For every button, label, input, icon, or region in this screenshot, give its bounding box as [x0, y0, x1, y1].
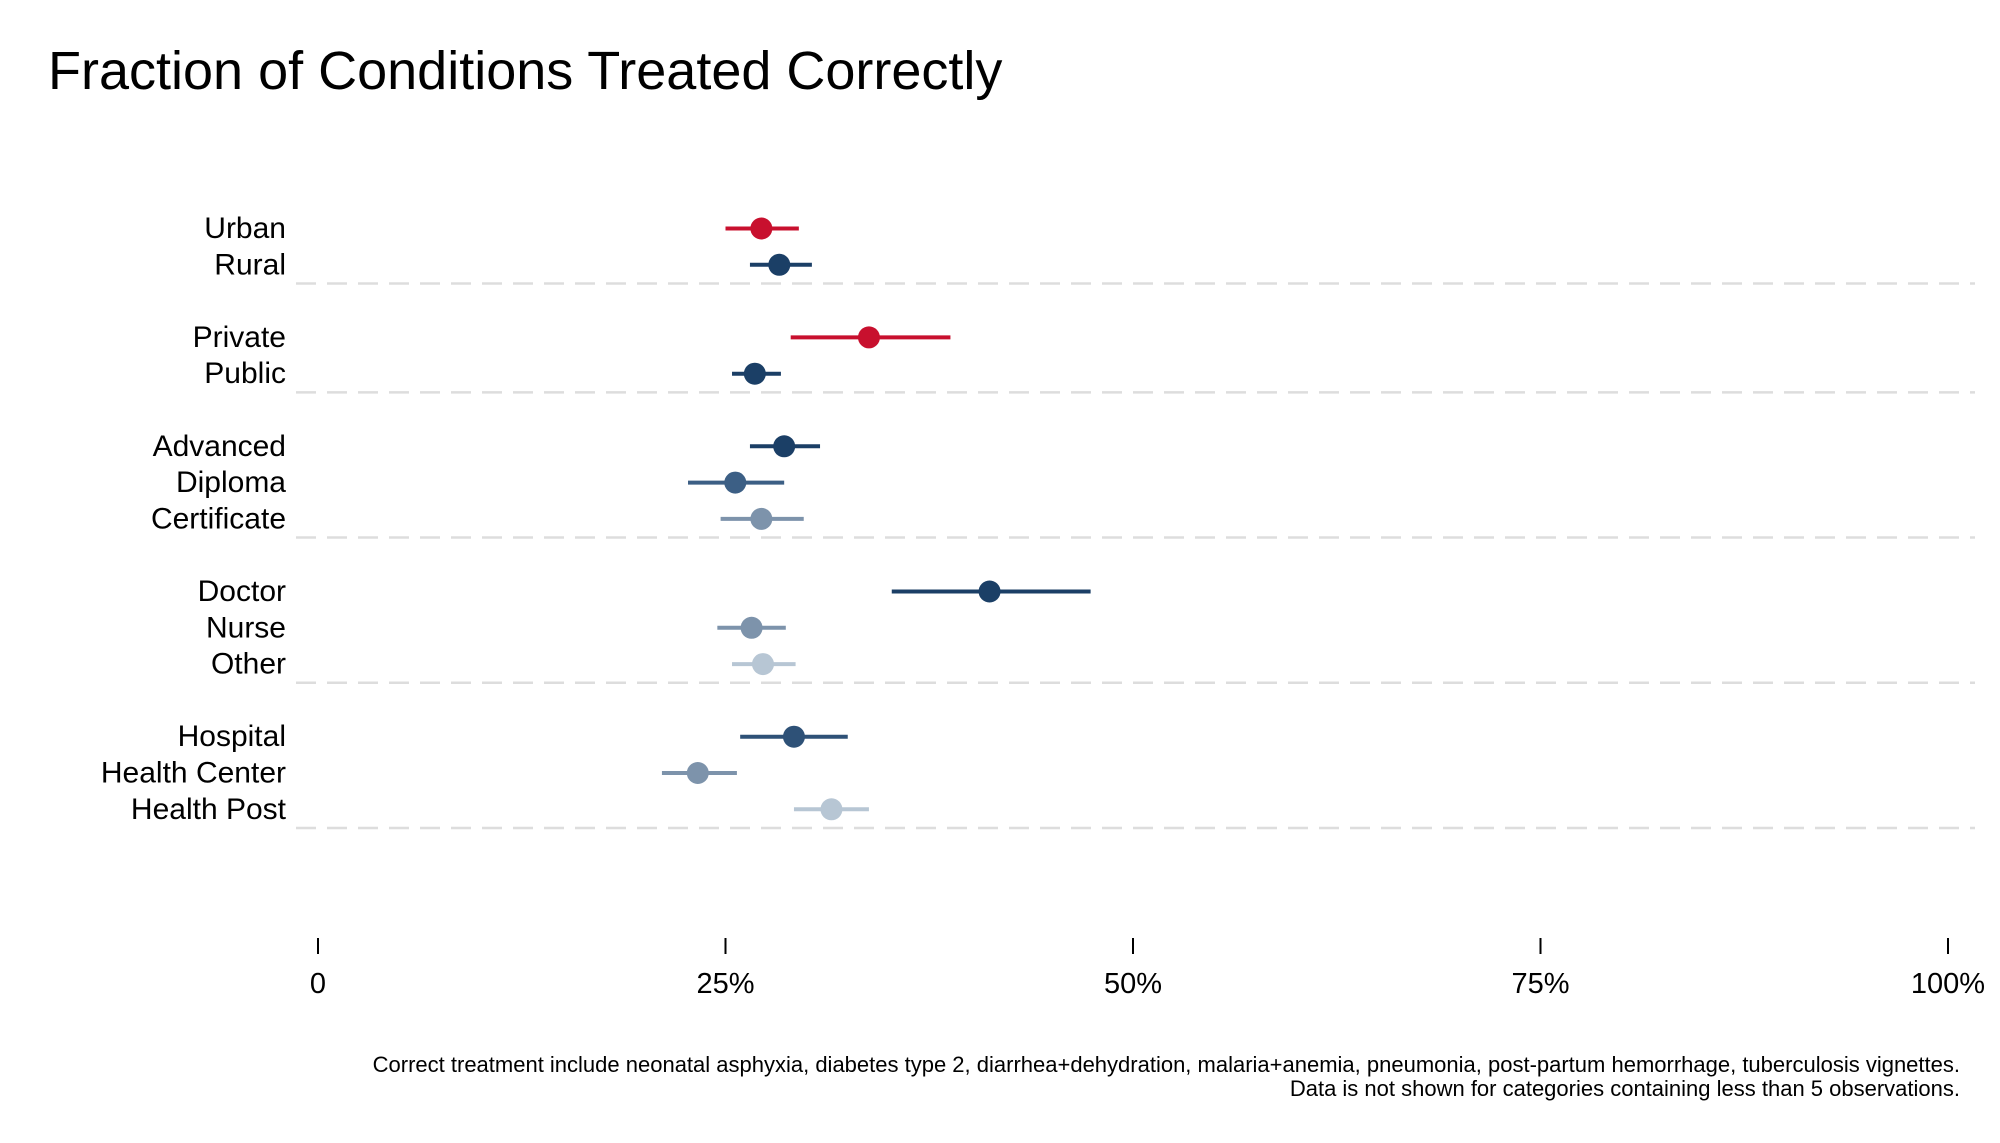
point-certificate	[750, 507, 773, 530]
row-label-advanced: Advanced	[153, 430, 286, 463]
row-label-other: Other	[211, 648, 286, 681]
row-rural: Rural	[214, 248, 812, 281]
x-tick-label-2: 50%	[1104, 968, 1162, 1000]
row-nurse: Nurse	[206, 611, 786, 644]
row-label-health-post: Health Post	[131, 793, 287, 826]
x-tick-label-4: 100%	[1911, 968, 1985, 1000]
point-private	[857, 326, 880, 349]
row-label-private: Private	[193, 321, 286, 354]
row-advanced: Advanced	[153, 430, 821, 463]
chart-title: Fraction of Conditions Treated Correctly	[48, 41, 1003, 101]
point-health-center	[686, 762, 709, 784]
row-hospital: Hospital	[178, 720, 848, 753]
point-urban	[750, 217, 773, 240]
row-doctor: Doctor	[198, 575, 1091, 608]
note-line-1: Correct treatment include neonatal asphy…	[372, 1052, 1960, 1077]
row-label-nurse: Nurse	[206, 611, 286, 644]
point-rural	[768, 253, 791, 276]
row-label-health-center: Health Center	[101, 757, 286, 790]
point-public	[743, 362, 766, 385]
point-health-post	[820, 798, 843, 821]
row-label-diploma: Diploma	[176, 466, 286, 499]
group-separators	[296, 282, 1975, 830]
row-label-doctor: Doctor	[198, 575, 286, 608]
row-label-hospital: Hospital	[178, 720, 286, 753]
note-line-2: Data is not shown for categories contain…	[1289, 1076, 1960, 1101]
row-private: Private	[193, 321, 951, 354]
row-label-certificate: Certificate	[151, 502, 286, 535]
row-label-public: Public	[204, 357, 286, 390]
point-diploma	[724, 471, 747, 494]
point-nurse	[740, 616, 763, 639]
chart-note: Correct treatment include neonatal asphy…	[373, 1053, 1960, 1101]
point-advanced	[773, 435, 796, 458]
row-label-urban: Urban	[204, 212, 286, 245]
row-other: Other	[211, 648, 796, 681]
row-health-center: Health Center	[101, 757, 737, 790]
row-certificate: Certificate	[151, 502, 804, 535]
x-tick-label-3: 75%	[1511, 968, 1569, 1000]
point-hospital	[782, 725, 805, 748]
row-public: Public	[204, 357, 781, 390]
row-urban: Urban	[204, 212, 799, 245]
point-doctor	[978, 580, 1001, 603]
x-tick-label-0: 0	[310, 968, 326, 1000]
point-other	[751, 653, 774, 676]
row-health-post: Health Post	[131, 793, 869, 826]
row-label-rural: Rural	[214, 248, 286, 281]
row-diploma: Diploma	[176, 466, 785, 499]
x-axis: 0 25% 50% 75% 100%	[310, 938, 1985, 1000]
x-tick-label-1: 25%	[696, 968, 754, 1000]
